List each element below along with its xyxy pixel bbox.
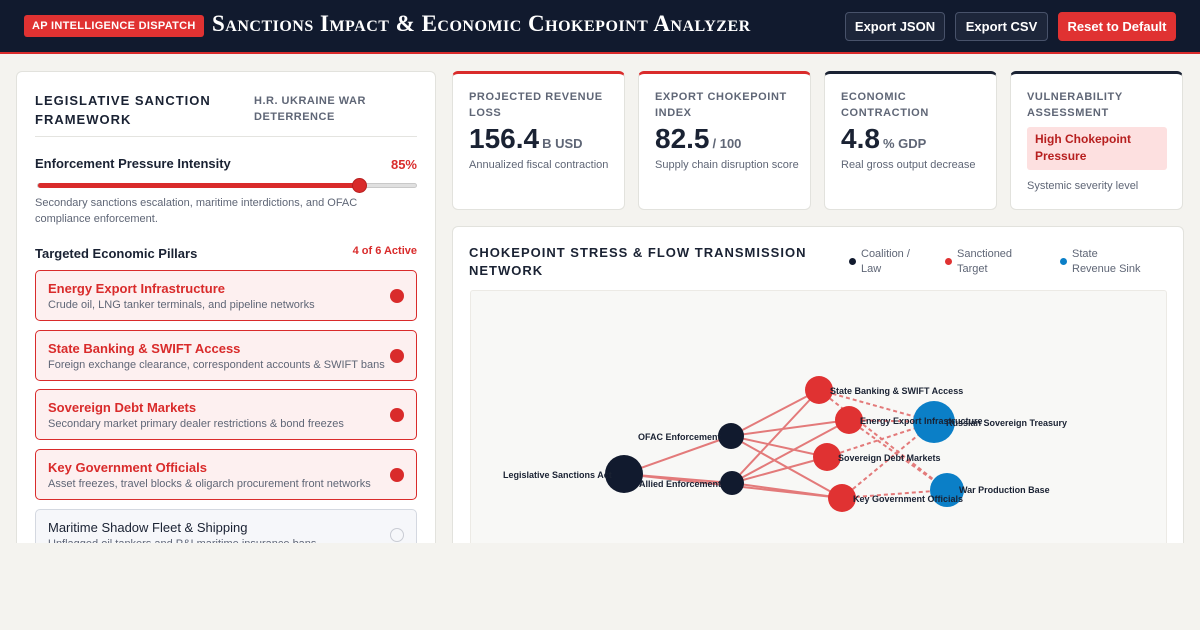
network-panel: CHOKEPOINT STRESS & FLOW TRANSMISSION NE… — [452, 226, 1184, 543]
network-node-label: Sovereign Debt Markets — [838, 453, 941, 463]
enforcement-value: 85% — [390, 157, 417, 172]
kpi-number: 156.4 — [469, 123, 540, 154]
network-node[interactable] — [718, 423, 744, 449]
sanction-framework-panel: LEGISLATIVE SANCTION FRAMEWORK H.R. UKRA… — [16, 71, 436, 543]
kpi-label: PROJECTED REVENUE LOSS — [469, 91, 603, 119]
kpi-card: ECONOMIC CONTRACTION 4.8% GDP Real gross o… — [824, 71, 997, 210]
network-edge — [818, 389, 948, 491]
pillar-name: Sovereign Debt Markets — [48, 400, 197, 415]
network-node[interactable] — [720, 471, 744, 495]
network-node-label: State Banking & SWIFT Access — [830, 386, 963, 396]
legend-label: Coalition / Law — [861, 248, 910, 275]
network-edge — [730, 389, 820, 437]
enforcement-slider[interactable] — [37, 178, 417, 193]
network-node-label: Energy Export Infrastructure — [860, 416, 983, 426]
slider-thumb[interactable] — [352, 178, 368, 193]
network-edge — [730, 419, 850, 437]
kpi-card: VULNERABILITY ASSESSMENT High Chokepoint … — [1010, 71, 1183, 210]
pillar-name: Energy Export Infrastructure — [48, 281, 225, 296]
network-node[interactable] — [805, 376, 833, 404]
pillar-description: Secondary market primary dealer restrict… — [48, 418, 344, 430]
legend-swatch-icon — [849, 258, 856, 265]
network-node[interactable] — [828, 484, 856, 512]
network-node-label: Key Government Officials — [853, 494, 963, 504]
pillar-name: Maritime Shadow Fleet & Shipping — [48, 520, 248, 535]
app-header: AP INTELLIGENCE DISPATCH Sanctions Impac… — [0, 0, 1200, 54]
pillar-description: Foreign exchange clearance, corresponden… — [48, 359, 385, 371]
legend-swatch-icon — [945, 258, 952, 265]
network-graph[interactable]: Legislative Sanctions Act OFAC Enforcemen… — [471, 291, 1168, 543]
kpi-unit: / 100 — [712, 136, 742, 151]
network-edge — [841, 489, 948, 499]
divider — [35, 136, 417, 137]
network-node[interactable] — [913, 401, 955, 443]
active-indicator-icon[interactable] — [390, 468, 404, 482]
kpi-card: EXPORT CHOKEPOINT INDEX 82.5/ 100 Supply c… — [638, 71, 811, 210]
app-title: Sanctions Impact & Economic Chokepoint A… — [212, 11, 751, 36]
network-node[interactable] — [813, 443, 841, 471]
active-indicator-icon[interactable] — [390, 349, 404, 363]
pillar-name: Key Government Officials — [48, 460, 207, 475]
framework-subtitle: H.R. UKRAINE WAR DETERRENCE — [254, 95, 366, 123]
network-edge — [731, 389, 820, 484]
active-indicator-icon[interactable] — [390, 289, 404, 303]
network-edge — [731, 419, 850, 484]
kpi-unit: B USD — [542, 136, 583, 151]
pillar-item[interactable]: Maritime Shadow Fleet & Shipping Unflagge… — [35, 509, 417, 543]
network-node-label: Allied Enforcement — [639, 479, 721, 489]
network-node-label: War Production Base — [959, 485, 1050, 495]
pillar-item[interactable]: Key Government Officials Asset freezes, t… — [35, 449, 417, 500]
pillar-name: State Banking & SWIFT Access — [48, 341, 241, 356]
network-node[interactable] — [930, 473, 964, 507]
kpi-label: ECONOMIC CONTRACTION — [841, 91, 929, 119]
pillar-description: Unflagged oil tankers and P&I maritime i… — [48, 538, 316, 543]
network-node[interactable] — [605, 455, 643, 493]
network-edge — [730, 435, 843, 499]
enforcement-description: Secondary sanctions escalation, maritime… — [35, 197, 358, 225]
framework-title: LEGISLATIVE SANCTION FRAMEWORK — [35, 93, 211, 127]
kpi-card: PROJECTED REVENUE LOSS 156.4 B USD Annualiz… — [452, 71, 625, 210]
pillar-description: Crude oil, LNG tanker terminals, and pip… — [48, 299, 315, 311]
reset-default-button[interactable]: Reset to Default — [1058, 12, 1176, 41]
network-edge — [730, 435, 828, 458]
kpi-value: 4.8% GDP — [841, 123, 926, 155]
network-node-label: OFAC Enforcement — [638, 432, 721, 442]
kpi-unit: % GDP — [882, 136, 927, 151]
pillar-description: Asset freezes, travel blocks & oligarch … — [48, 478, 371, 490]
slider-fill — [38, 183, 360, 188]
network-node[interactable] — [835, 406, 863, 434]
kpi-number: 4.8 — [841, 123, 880, 154]
kpi-description: Supply chain disruption score — [655, 159, 799, 171]
kpi-value: 82.5/ 100 — [655, 123, 741, 155]
pillars-label: Targeted Economic Pillars — [35, 246, 198, 261]
pillar-item[interactable]: Sovereign Debt Markets Secondary market p… — [35, 389, 417, 440]
kpi-label: VULNERABILITY ASSESSMENT — [1027, 91, 1123, 119]
network-edge — [731, 456, 828, 484]
network-edge — [848, 419, 948, 491]
inactive-indicator-icon[interactable] — [390, 528, 404, 542]
network-node-label: Russian Sovereign Treasury — [946, 418, 1067, 428]
export-json-button[interactable]: Export JSON — [845, 12, 945, 41]
legend-swatch-icon — [1060, 258, 1067, 265]
pillars-active-count: 4 of 6 Active — [352, 245, 417, 257]
kpi-value: 156.4 B USD — [469, 123, 583, 155]
network-title: CHOKEPOINT STRESS & FLOW TRANSMISSION NE… — [469, 245, 807, 278]
vulnerability-alert: High Chokepoint Pressure — [1027, 127, 1167, 170]
pillar-item[interactable]: Energy Export Infrastructure Crude oil, L… — [35, 270, 417, 321]
kpi-description: Systemic severity level — [1027, 180, 1139, 192]
network-canvas[interactable]: Legislative Sanctions Act OFAC Enforcemen… — [470, 290, 1167, 543]
kpi-label: EXPORT CHOKEPOINT INDEX — [655, 91, 787, 119]
network-node-label: Legislative Sanctions Act — [503, 470, 612, 480]
kpi-description: Annualized fiscal contraction — [469, 159, 609, 171]
enforcement-label: Enforcement Pressure Intensity — [35, 156, 231, 171]
legend-label: State Revenue Sink — [1072, 248, 1141, 275]
legend-label: Sanctioned Target — [957, 248, 1013, 275]
pillar-item[interactable]: State Banking & SWIFT Access Foreign exch… — [35, 330, 417, 381]
kpi-number: 82.5 — [655, 123, 710, 154]
dispatch-badge: AP INTELLIGENCE DISPATCH — [24, 15, 204, 37]
export-csv-button[interactable]: Export CSV — [955, 12, 1048, 41]
kpi-description: Real gross output decrease — [841, 159, 976, 171]
active-indicator-icon[interactable] — [390, 408, 404, 422]
